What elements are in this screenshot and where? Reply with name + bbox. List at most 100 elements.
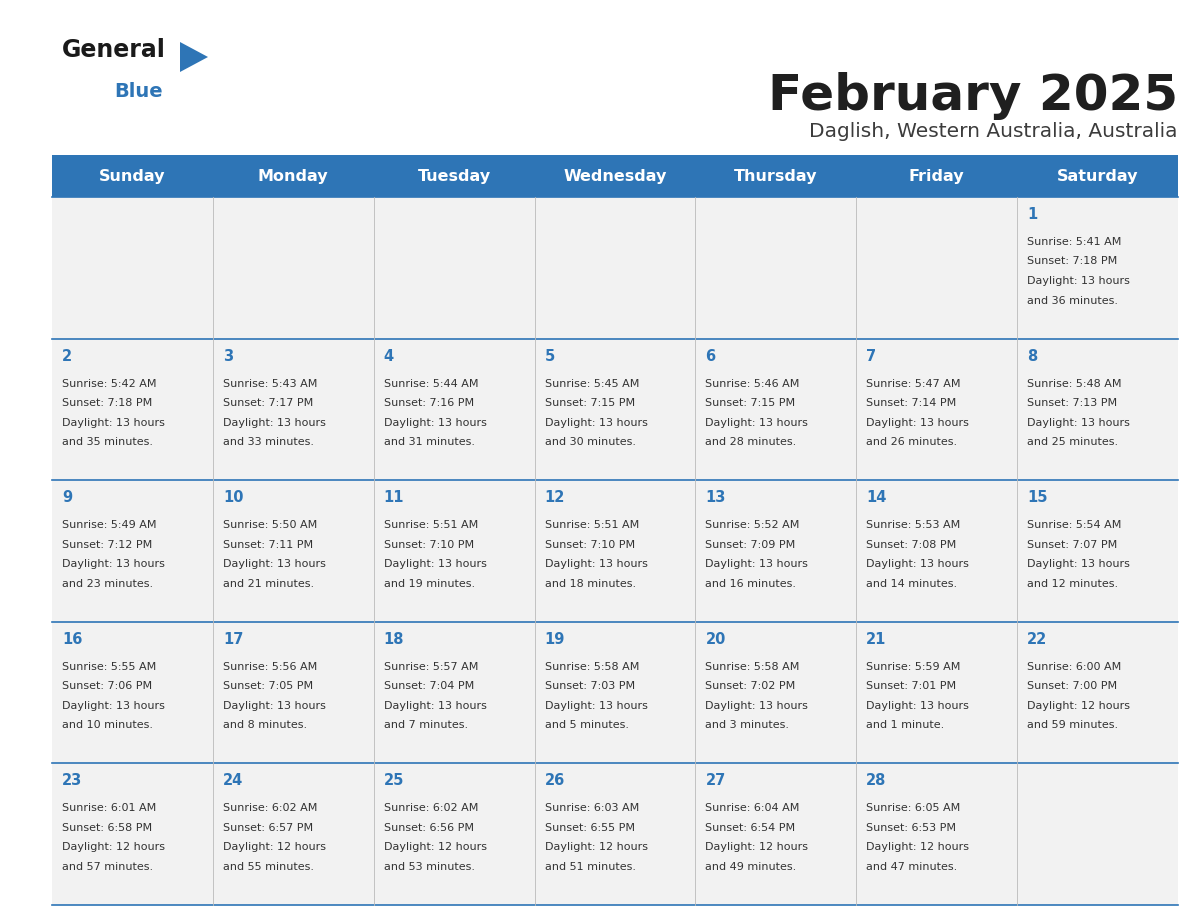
- Text: 18: 18: [384, 632, 404, 647]
- Text: Sunrise: 5:47 AM: Sunrise: 5:47 AM: [866, 378, 961, 388]
- Text: Sunrise: 6:00 AM: Sunrise: 6:00 AM: [1028, 662, 1121, 672]
- Text: Sunset: 6:56 PM: Sunset: 6:56 PM: [384, 823, 474, 833]
- Text: 20: 20: [706, 632, 726, 647]
- Text: Daylight: 12 hours: Daylight: 12 hours: [706, 843, 808, 853]
- Text: Daylight: 13 hours: Daylight: 13 hours: [1028, 559, 1130, 569]
- Text: Sunset: 7:13 PM: Sunset: 7:13 PM: [1028, 398, 1117, 409]
- Text: Sunset: 7:08 PM: Sunset: 7:08 PM: [866, 540, 956, 550]
- Text: and 25 minutes.: and 25 minutes.: [1028, 437, 1118, 447]
- Text: Daylight: 12 hours: Daylight: 12 hours: [223, 843, 326, 853]
- Text: Sunset: 7:01 PM: Sunset: 7:01 PM: [866, 681, 956, 691]
- Text: and 59 minutes.: and 59 minutes.: [1028, 721, 1118, 731]
- Text: Sunrise: 5:53 AM: Sunrise: 5:53 AM: [866, 521, 961, 531]
- Text: 3: 3: [223, 349, 233, 364]
- Text: Daylight: 13 hours: Daylight: 13 hours: [384, 559, 487, 569]
- Text: Daylight: 13 hours: Daylight: 13 hours: [706, 559, 808, 569]
- Text: 5: 5: [544, 349, 555, 364]
- Text: Saturday: Saturday: [1057, 169, 1138, 184]
- Text: Daylight: 13 hours: Daylight: 13 hours: [384, 418, 487, 428]
- Text: 15: 15: [1028, 490, 1048, 505]
- Text: Sunset: 7:18 PM: Sunset: 7:18 PM: [62, 398, 152, 409]
- Text: Sunset: 7:12 PM: Sunset: 7:12 PM: [62, 540, 152, 550]
- Text: 13: 13: [706, 490, 726, 505]
- Text: and 19 minutes.: and 19 minutes.: [384, 578, 475, 588]
- Text: 17: 17: [223, 632, 244, 647]
- Text: Daylight: 13 hours: Daylight: 13 hours: [544, 418, 647, 428]
- Bar: [52, 197, 1178, 339]
- Text: Sunset: 7:15 PM: Sunset: 7:15 PM: [706, 398, 796, 409]
- Text: Daylight: 12 hours: Daylight: 12 hours: [866, 843, 969, 853]
- Text: Sunrise: 5:54 AM: Sunrise: 5:54 AM: [1028, 521, 1121, 531]
- Text: Daylight: 13 hours: Daylight: 13 hours: [866, 418, 969, 428]
- Text: 11: 11: [384, 490, 404, 505]
- Text: 12: 12: [544, 490, 565, 505]
- Text: Daylight: 13 hours: Daylight: 13 hours: [544, 700, 647, 711]
- Text: Daylight: 13 hours: Daylight: 13 hours: [223, 559, 326, 569]
- Text: Daylight: 13 hours: Daylight: 13 hours: [62, 700, 165, 711]
- Text: Sunset: 7:07 PM: Sunset: 7:07 PM: [1028, 540, 1118, 550]
- Text: Sunrise: 5:57 AM: Sunrise: 5:57 AM: [384, 662, 478, 672]
- Text: and 10 minutes.: and 10 minutes.: [62, 721, 153, 731]
- Text: Sunset: 7:09 PM: Sunset: 7:09 PM: [706, 540, 796, 550]
- Text: 14: 14: [866, 490, 886, 505]
- Text: Daylight: 12 hours: Daylight: 12 hours: [544, 843, 647, 853]
- Text: Daylight: 13 hours: Daylight: 13 hours: [866, 700, 969, 711]
- Text: Daylight: 13 hours: Daylight: 13 hours: [544, 559, 647, 569]
- Text: Sunrise: 5:43 AM: Sunrise: 5:43 AM: [223, 378, 317, 388]
- Text: and 14 minutes.: and 14 minutes.: [866, 578, 958, 588]
- Text: 9: 9: [62, 490, 72, 505]
- Text: 16: 16: [62, 632, 82, 647]
- Bar: [52, 621, 1178, 764]
- Text: 21: 21: [866, 632, 886, 647]
- Text: General: General: [62, 38, 166, 62]
- Text: Daylight: 13 hours: Daylight: 13 hours: [223, 700, 326, 711]
- Text: Sunrise: 6:05 AM: Sunrise: 6:05 AM: [866, 803, 961, 813]
- Text: 27: 27: [706, 773, 726, 789]
- Text: Sunset: 7:15 PM: Sunset: 7:15 PM: [544, 398, 634, 409]
- Text: Sunrise: 5:49 AM: Sunrise: 5:49 AM: [62, 521, 157, 531]
- Polygon shape: [181, 42, 208, 72]
- Text: and 36 minutes.: and 36 minutes.: [1028, 296, 1118, 306]
- Text: 1: 1: [1028, 207, 1037, 222]
- Text: Sunrise: 5:42 AM: Sunrise: 5:42 AM: [62, 378, 157, 388]
- Text: Tuesday: Tuesday: [417, 169, 491, 184]
- Text: Sunset: 7:17 PM: Sunset: 7:17 PM: [223, 398, 314, 409]
- Text: and 30 minutes.: and 30 minutes.: [544, 437, 636, 447]
- Text: Sunset: 7:10 PM: Sunset: 7:10 PM: [384, 540, 474, 550]
- Text: Thursday: Thursday: [734, 169, 817, 184]
- Text: and 16 minutes.: and 16 minutes.: [706, 578, 796, 588]
- Text: 6: 6: [706, 349, 715, 364]
- Text: and 35 minutes.: and 35 minutes.: [62, 437, 153, 447]
- Text: Daylight: 12 hours: Daylight: 12 hours: [62, 843, 165, 853]
- Text: and 53 minutes.: and 53 minutes.: [384, 862, 475, 872]
- Text: Daylight: 13 hours: Daylight: 13 hours: [384, 700, 487, 711]
- Text: Sunrise: 5:45 AM: Sunrise: 5:45 AM: [544, 378, 639, 388]
- Text: Sunrise: 5:50 AM: Sunrise: 5:50 AM: [223, 521, 317, 531]
- Text: Sunset: 6:54 PM: Sunset: 6:54 PM: [706, 823, 796, 833]
- Text: and 49 minutes.: and 49 minutes.: [706, 862, 797, 872]
- Text: Sunrise: 5:58 AM: Sunrise: 5:58 AM: [544, 662, 639, 672]
- Text: Sunrise: 5:59 AM: Sunrise: 5:59 AM: [866, 662, 961, 672]
- Text: Daylight: 13 hours: Daylight: 13 hours: [1028, 276, 1130, 286]
- Text: Sunrise: 5:46 AM: Sunrise: 5:46 AM: [706, 378, 800, 388]
- Text: Daylight: 13 hours: Daylight: 13 hours: [62, 559, 165, 569]
- Text: Daylight: 12 hours: Daylight: 12 hours: [1028, 700, 1130, 711]
- Text: 2: 2: [62, 349, 72, 364]
- Text: Sunrise: 5:48 AM: Sunrise: 5:48 AM: [1028, 378, 1121, 388]
- Text: Sunrise: 5:51 AM: Sunrise: 5:51 AM: [384, 521, 478, 531]
- Text: Sunrise: 6:03 AM: Sunrise: 6:03 AM: [544, 803, 639, 813]
- Text: 4: 4: [384, 349, 394, 364]
- Text: Sunrise: 5:58 AM: Sunrise: 5:58 AM: [706, 662, 800, 672]
- Text: Sunrise: 6:02 AM: Sunrise: 6:02 AM: [223, 803, 317, 813]
- Text: and 26 minutes.: and 26 minutes.: [866, 437, 958, 447]
- Text: February 2025: February 2025: [767, 72, 1178, 120]
- Text: 7: 7: [866, 349, 877, 364]
- Text: Daglish, Western Australia, Australia: Daglish, Western Australia, Australia: [809, 122, 1178, 141]
- Text: Friday: Friday: [909, 169, 965, 184]
- Text: Daylight: 13 hours: Daylight: 13 hours: [706, 418, 808, 428]
- Text: and 51 minutes.: and 51 minutes.: [544, 862, 636, 872]
- Text: and 31 minutes.: and 31 minutes.: [384, 437, 475, 447]
- Text: Sunset: 7:14 PM: Sunset: 7:14 PM: [866, 398, 956, 409]
- Text: Sunrise: 6:04 AM: Sunrise: 6:04 AM: [706, 803, 800, 813]
- Text: Sunset: 7:06 PM: Sunset: 7:06 PM: [62, 681, 152, 691]
